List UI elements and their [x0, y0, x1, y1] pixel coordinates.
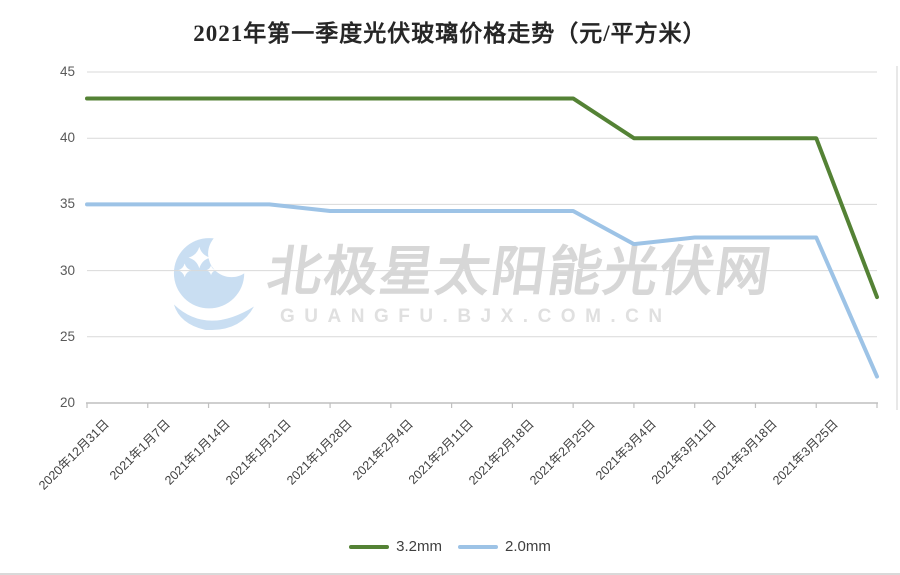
- y-axis-label: 20: [59, 395, 75, 410]
- legend-swatch-2-0mm-line: [458, 544, 498, 549]
- chart-title: 2021年第一季度光伏玻璃价格走势（元/平方米）: [193, 21, 707, 46]
- y-axis-label: 25: [59, 328, 75, 344]
- watermark-text: 北极星太阳能光伏网 GUANGFU.BJX.COM.CN: [264, 242, 776, 328]
- series-line-3.2mm: [85, 96, 879, 300]
- legend: 3.2mm 2.0mm: [0, 538, 900, 555]
- legend-item-3-2mm: 3.2mm: [349, 538, 442, 555]
- series-line-2.0mm: [85, 202, 879, 379]
- watermark-site-url: GUANGFU.BJX.COM.CN: [280, 306, 672, 327]
- legend-swatch-3-2mm-line: [349, 544, 390, 549]
- y-axis-label: 35: [59, 196, 75, 212]
- legend-item-2-0mm: 2.0mm: [458, 538, 551, 555]
- y-axis-label: 30: [59, 262, 75, 278]
- y-axis-label: 40: [59, 130, 75, 146]
- legend-label-2-0mm: 2.0mm: [505, 538, 551, 555]
- legend-label-3-2mm: 3.2mm: [396, 538, 442, 555]
- y-axis-label: 45: [59, 64, 75, 79]
